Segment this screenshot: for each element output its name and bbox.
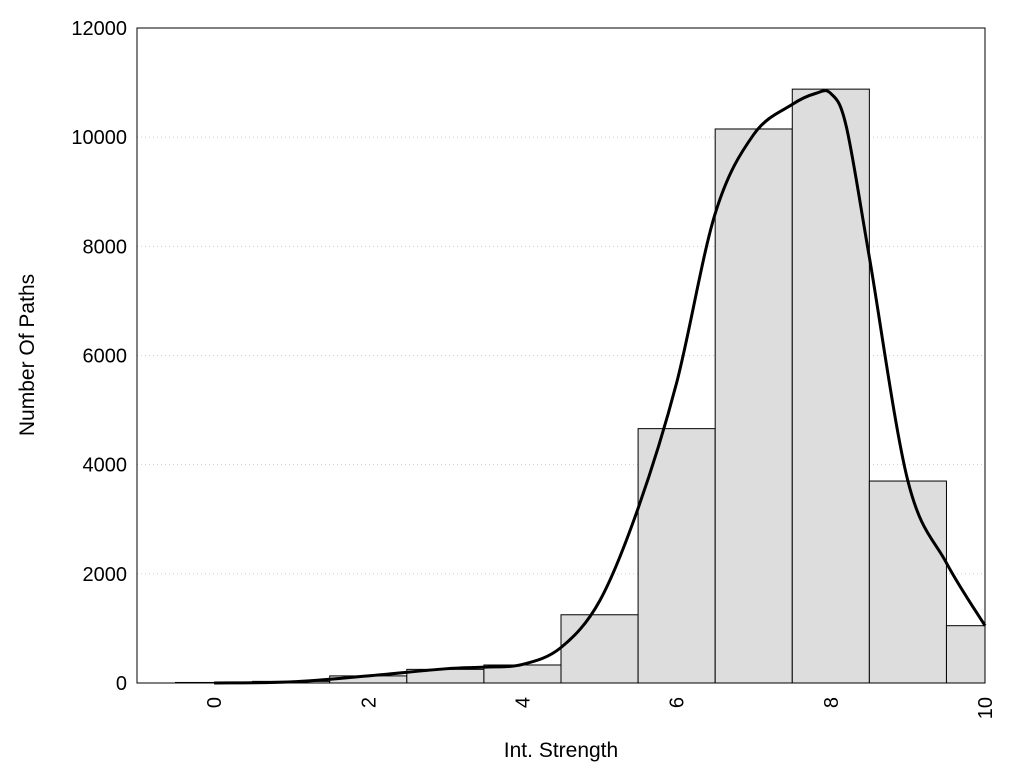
x-tick-label: 8 <box>821 697 843 708</box>
x-tick-label: 4 <box>512 697 534 708</box>
y-tick-label: 6000 <box>83 346 128 368</box>
grid-lines <box>137 136 985 575</box>
axes <box>136 27 986 684</box>
density-curve <box>214 89 987 685</box>
y-tick-label: 4000 <box>83 455 128 477</box>
histogram-bar <box>560 614 639 684</box>
histogram-bar <box>714 128 793 684</box>
y-tick-label: 10000 <box>71 127 127 149</box>
bars <box>175 88 986 684</box>
x-axis-title: Int. Strength <box>504 739 618 762</box>
histogram-bar <box>637 428 716 684</box>
histogram-bar <box>868 480 947 684</box>
x-tick-label: 2 <box>358 697 380 708</box>
density-curve-line <box>214 89 987 685</box>
histogram-bar <box>791 88 870 684</box>
y-tick-label: 2000 <box>83 564 128 586</box>
y-tick-label: 0 <box>116 673 127 695</box>
tick-labels: 0 2000 4000 6000 8000 10000 12000 0 2 4 6 8 10 <box>71 18 997 719</box>
plot-frame <box>136 27 986 684</box>
y-tick-label: 8000 <box>83 236 128 258</box>
y-tick-label: 12000 <box>71 18 127 40</box>
histogram-bar <box>945 625 986 684</box>
x-tick-label: 10 <box>975 697 997 719</box>
x-tick-label: 0 <box>204 697 226 708</box>
x-tick-label: 6 <box>667 697 689 708</box>
y-axis-title: Number Of Paths <box>16 274 39 436</box>
